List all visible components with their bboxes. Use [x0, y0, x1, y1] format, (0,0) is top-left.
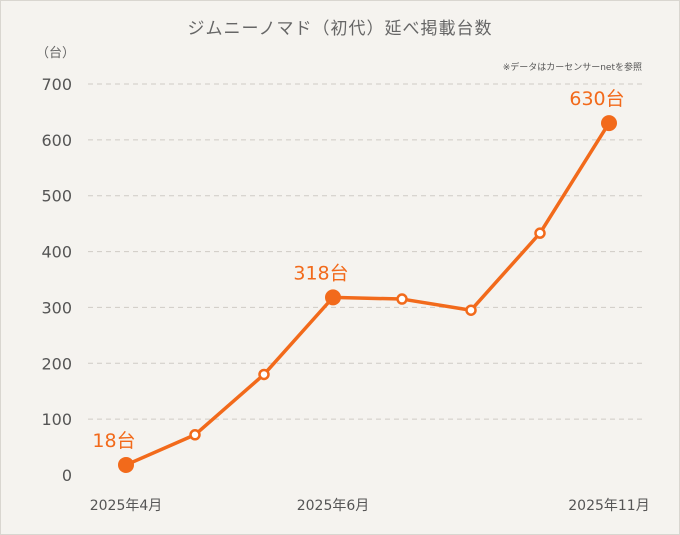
chart-title: ジムニーノマド（初代）延べ掲載台数 — [187, 19, 493, 39]
y-tick-label: 100 — [41, 410, 72, 429]
series-line — [124, 121, 611, 467]
y-tick-label: 400 — [41, 243, 72, 262]
data-point — [534, 227, 546, 239]
y-tick-label: 500 — [41, 187, 72, 206]
source-note: ※データはカーセンサーnetを参照 — [502, 63, 642, 73]
data-label: 18台 — [92, 430, 135, 452]
data-point — [396, 293, 408, 305]
y-tick-label: 700 — [41, 75, 72, 94]
y-axis-ticks: 700 600 500 400 300 200 100 0 — [41, 75, 72, 485]
data-label: 318台 — [293, 262, 348, 284]
y-tick-label: 300 — [41, 298, 72, 317]
highlighted-data-point — [118, 456, 134, 473]
y-tick-label: 0 — [62, 466, 72, 485]
data-point — [189, 429, 201, 441]
data-point — [465, 304, 477, 316]
gridlines — [88, 83, 645, 420]
data-label: 630台 — [569, 88, 624, 110]
series-layer: 18台 318台 630台 — [92, 88, 625, 473]
x-axis-ticks: 2025年4月 2025年6月 2025年11月 — [90, 498, 650, 514]
data-point — [258, 368, 270, 381]
highlighted-data-point — [601, 115, 617, 132]
y-axis-unit-label: （台） — [36, 46, 76, 61]
x-tick-label: 2025年4月 — [90, 498, 163, 514]
highlighted-data-point — [325, 289, 341, 306]
x-tick-label: 2025年11月 — [568, 498, 649, 514]
y-tick-label: 600 — [41, 131, 72, 150]
y-tick-label: 200 — [41, 354, 72, 373]
x-tick-label: 2025年6月 — [297, 498, 370, 514]
